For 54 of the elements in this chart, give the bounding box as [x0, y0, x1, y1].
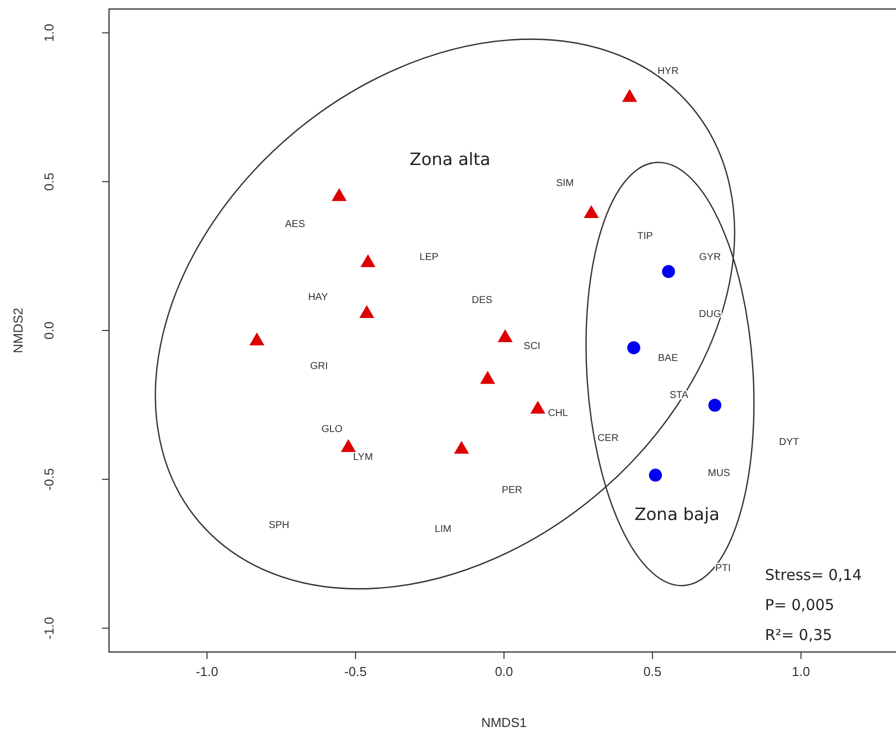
- point: [454, 440, 470, 454]
- y-tick-label: 0.5: [42, 172, 56, 191]
- annotation: LIM: [434, 524, 452, 534]
- point: [622, 89, 638, 102]
- annotation: PER: [502, 484, 522, 496]
- annotation: Stress= 0,14: [765, 566, 862, 584]
- point: [627, 341, 640, 354]
- y-tick-label: -1.0: [42, 616, 56, 640]
- x-axis-title: NMDS1: [481, 715, 527, 730]
- annotation: DYT: [779, 436, 799, 448]
- x-tick-label: 0.0: [494, 664, 514, 679]
- point: [648, 468, 662, 482]
- point: [359, 305, 374, 318]
- x-tick-label: 0.5: [643, 664, 662, 679]
- annotation: SCI: [524, 340, 540, 352]
- point: [332, 188, 347, 202]
- x-tick-label: -1.0: [196, 664, 218, 679]
- annotation: CHL: [548, 408, 568, 418]
- y-axis-title: NMDS2: [10, 308, 26, 354]
- annotation: HAY: [308, 292, 328, 302]
- annotation: R²= 0,35: [765, 626, 832, 644]
- y-tick-label: -0.5: [42, 468, 56, 491]
- annotation: GYR: [699, 252, 721, 262]
- point: [662, 265, 676, 278]
- point: [340, 439, 356, 452]
- x-tick-label: -0.5: [344, 664, 367, 679]
- annotation: SPH: [268, 520, 290, 530]
- annotation: CER: [597, 432, 619, 444]
- annotation: LEP: [420, 252, 439, 262]
- y-tick-label: 1.0: [42, 24, 56, 42]
- annotation: TIP: [637, 230, 654, 242]
- annotation: LYM: [353, 452, 373, 462]
- annotation: SIM: [556, 178, 574, 188]
- annotation: MUS: [708, 468, 730, 478]
- annotation: Zona alta: [410, 150, 490, 170]
- annotation: DUG: [698, 308, 722, 320]
- y-tick-label: 0.0: [42, 321, 56, 340]
- point: [530, 400, 546, 414]
- annotation: GRI: [310, 360, 328, 372]
- x-tick-label: 1.0: [792, 664, 810, 679]
- point: [360, 254, 376, 268]
- annotation: BAE: [658, 352, 678, 364]
- point: [480, 370, 496, 384]
- point: [498, 329, 513, 342]
- annotation: HYR: [657, 66, 679, 76]
- annotation: P= 0,005: [765, 596, 834, 614]
- annotation: PTI: [715, 562, 731, 574]
- point: [708, 398, 722, 412]
- point: [249, 332, 264, 346]
- annotation: Zona baja: [634, 505, 720, 525]
- annotation: AES: [284, 218, 306, 230]
- point: [584, 205, 599, 218]
- annotation: GLO: [321, 424, 343, 434]
- annotation: DES: [472, 294, 493, 306]
